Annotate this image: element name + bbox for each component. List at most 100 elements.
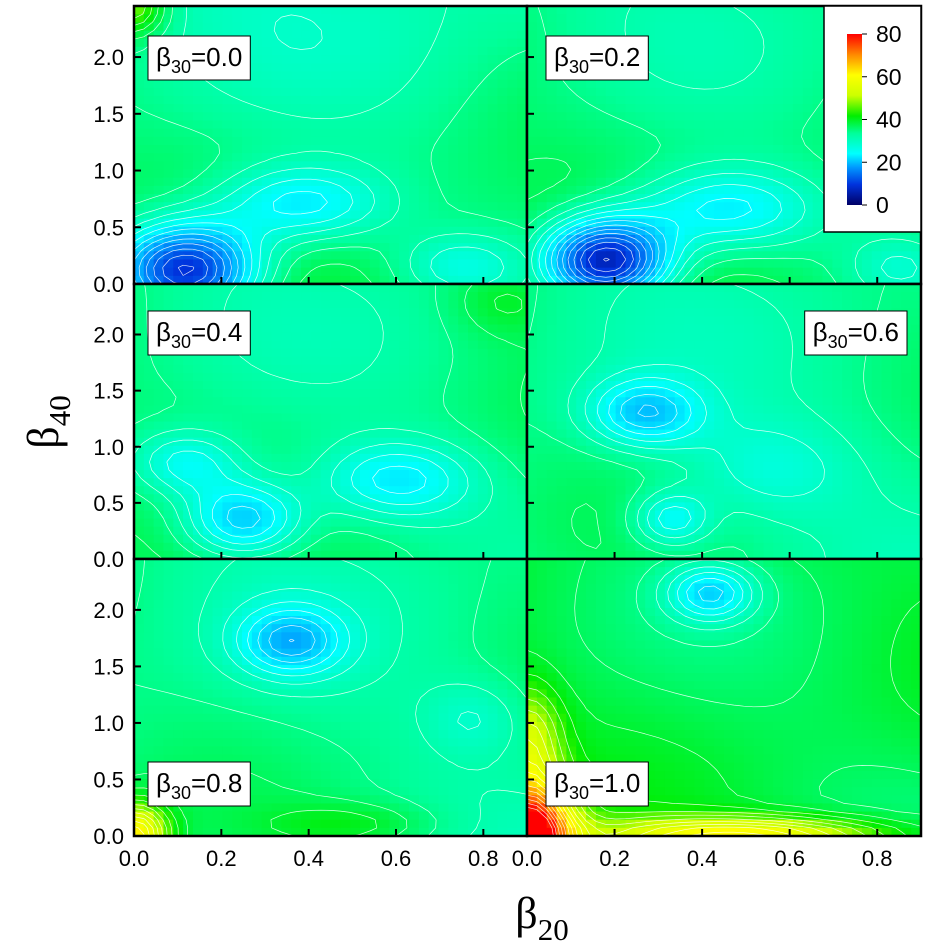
- contour-cell: [202, 259, 214, 269]
- contour-cell: [595, 226, 607, 236]
- contour-cell: [143, 445, 155, 455]
- contour-cell: [733, 14, 745, 23]
- contour-cell: [163, 169, 174, 179]
- contour-cell: [586, 194, 597, 203]
- contour-cell: [222, 381, 233, 390]
- contour-cell: [448, 243, 459, 252]
- contour-cell: [143, 405, 155, 415]
- contour-cell: [281, 128, 292, 138]
- contour-cell: [861, 243, 873, 252]
- contour-cell: [566, 461, 577, 471]
- contour-cell: [320, 63, 332, 73]
- contour-cell: [802, 234, 814, 244]
- contour-cell: [409, 95, 420, 105]
- contour-cell: [163, 453, 174, 463]
- contour-cell: [448, 292, 459, 301]
- contour-cell: [753, 429, 764, 439]
- contour-cell: [674, 87, 686, 97]
- contour-cell: [517, 316, 528, 326]
- contour-cell: [379, 63, 391, 73]
- contour-cell: [783, 71, 794, 81]
- contour-cell: [684, 120, 696, 130]
- contour-cell: [320, 79, 332, 89]
- contour-cell: [301, 461, 312, 471]
- contour-cell: [222, 79, 233, 89]
- contour-cell: [753, 308, 764, 317]
- contour-cell: [291, 397, 302, 406]
- contour-cell: [458, 267, 469, 277]
- contour-cell: [458, 526, 469, 536]
- contour-cell: [911, 243, 922, 252]
- contour-cell: [556, 405, 567, 415]
- contour-cell: [271, 397, 282, 406]
- contour-cell: [350, 267, 361, 277]
- contour-cell: [812, 30, 824, 40]
- contour-cell: [674, 372, 686, 382]
- contour-cell: [664, 437, 676, 447]
- contour-cell: [222, 6, 233, 15]
- contour-cell: [724, 550, 735, 560]
- contour-cell: [301, 6, 312, 15]
- contour-cell: [418, 153, 430, 162]
- contour-cell: [714, 79, 725, 89]
- contour-cell: [163, 300, 174, 309]
- contour-cell: [458, 38, 469, 48]
- contour-cell: [389, 185, 400, 195]
- contour-cell: [763, 470, 774, 479]
- contour-cell: [350, 348, 361, 358]
- contour-cell: [389, 218, 400, 228]
- contour-cell: [724, 308, 735, 317]
- contour-cell: [192, 202, 204, 212]
- contour-cell: [783, 218, 794, 228]
- contour-cell: [251, 421, 263, 431]
- contour-cell: [497, 494, 508, 503]
- contour-cell: [497, 14, 508, 23]
- contour-cell: [261, 364, 273, 374]
- contour-cell: [163, 202, 174, 212]
- contour-cell: [694, 153, 705, 162]
- contour-cell: [399, 251, 410, 261]
- contour-cell: [625, 510, 636, 520]
- contour-cell: [409, 71, 420, 81]
- contour-cell: [340, 136, 351, 146]
- contour-cell: [222, 478, 233, 487]
- contour-cell: [527, 38, 538, 48]
- contour-cell: [320, 292, 332, 301]
- contour-cell: [192, 486, 204, 495]
- contour-cell: [458, 461, 469, 471]
- contour-cell: [134, 510, 145, 520]
- contour-cell: [271, 372, 282, 382]
- contour-cell: [242, 372, 253, 382]
- contour-cell: [271, 332, 282, 342]
- contour-cell: [724, 14, 735, 23]
- contour-cell: [487, 542, 499, 552]
- contour-cell: [468, 421, 479, 431]
- contour-cell: [674, 95, 686, 105]
- contour-cell: [399, 120, 410, 130]
- contour-cell: [546, 316, 558, 326]
- contour-cell: [389, 534, 400, 544]
- contour-cell: [487, 510, 499, 520]
- contour-cell: [487, 421, 499, 431]
- contour-cell: [458, 364, 469, 374]
- contour-cell: [261, 292, 273, 301]
- contour-cell: [635, 332, 646, 342]
- contour-cell: [546, 128, 558, 138]
- contour-cell: [497, 429, 508, 439]
- contour-cell: [468, 210, 479, 220]
- contour-cell: [733, 372, 745, 382]
- contour-cell: [852, 234, 863, 244]
- contour-cell: [350, 340, 361, 350]
- contour-cell: [546, 340, 558, 350]
- contour-cell: [832, 243, 843, 252]
- contour-cell: [232, 161, 243, 171]
- contour-cell: [153, 234, 165, 244]
- contour-cell: [143, 372, 155, 382]
- contour-cell: [418, 46, 430, 56]
- contour-cell: [664, 372, 676, 382]
- contour-cell: [615, 112, 627, 122]
- contour-cell: [379, 470, 391, 479]
- contour-cell: [605, 340, 617, 350]
- contour-cell: [438, 38, 449, 48]
- contour-cell: [212, 397, 224, 406]
